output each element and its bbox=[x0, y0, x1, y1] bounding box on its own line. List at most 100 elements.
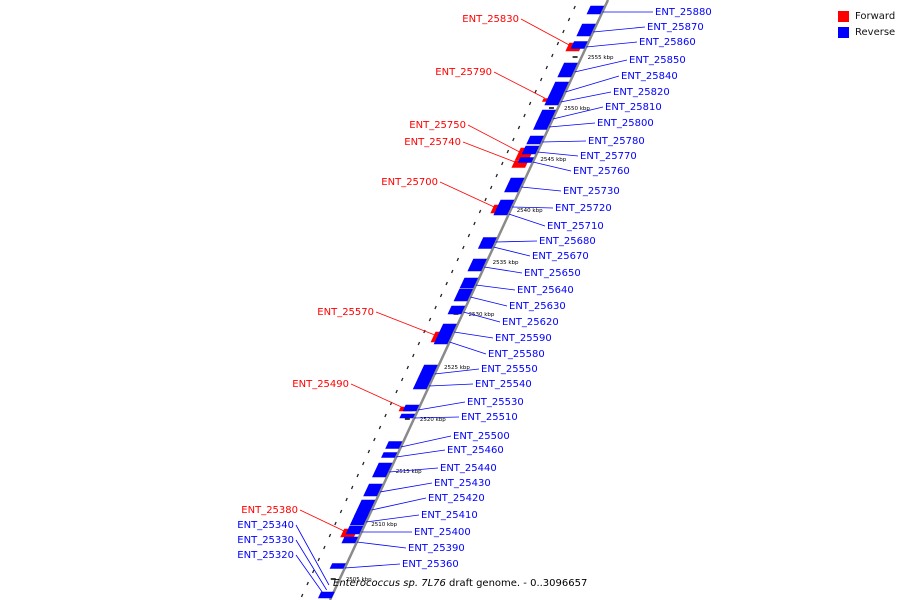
track-dot bbox=[317, 557, 321, 562]
reverse-gene-block bbox=[412, 378, 432, 390]
reverse-gene-block bbox=[329, 563, 346, 569]
reverse-gene-label: ENT_25710 bbox=[547, 221, 604, 232]
track-dot bbox=[384, 413, 387, 418]
track-dot bbox=[328, 533, 332, 538]
reverse-gene-label: ENT_25760 bbox=[573, 166, 630, 177]
scale-tick-label: 2530 kbp bbox=[469, 312, 495, 318]
reverse-gene-label: ENT_25330 bbox=[237, 535, 294, 546]
label-leader bbox=[532, 161, 572, 172]
reverse-gene-block bbox=[504, 177, 525, 193]
label-leader bbox=[537, 151, 579, 157]
reverse-gene-block bbox=[385, 441, 403, 449]
reverse-gene-label: ENT_25510 bbox=[461, 412, 518, 423]
reverse-gene-block bbox=[381, 452, 398, 458]
reverse-gene-block bbox=[544, 94, 563, 106]
label-leader bbox=[356, 541, 407, 549]
reverse-gene-label: ENT_25850 bbox=[629, 55, 686, 66]
legend-label-reverse: Reverse bbox=[855, 26, 896, 38]
track-dot bbox=[489, 185, 493, 190]
scale-tick-label: 2535 kbp bbox=[493, 260, 519, 266]
reverse-gene-label: ENT_25880 bbox=[655, 7, 712, 18]
reverse-gene-label: ENT_25640 bbox=[517, 285, 574, 296]
legend-item-forward: Forward bbox=[838, 8, 900, 24]
reverse-gene-label: ENT_25400 bbox=[414, 527, 471, 538]
reverse-gene-block bbox=[317, 591, 335, 599]
scale-tick-label: 2525 kbp bbox=[444, 365, 470, 371]
reverse-gene-label: ENT_25620 bbox=[502, 317, 559, 328]
label-leader bbox=[295, 539, 327, 591]
scale-tick-label: 2545 kbp bbox=[540, 157, 566, 163]
reverse-gene-block bbox=[526, 135, 544, 145]
reverse-gene-label: ENT_25550 bbox=[481, 364, 538, 375]
track-dot bbox=[434, 305, 437, 310]
reverse-gene-block bbox=[345, 525, 364, 535]
reverse-gene-block bbox=[459, 277, 479, 289]
track-dot bbox=[406, 365, 410, 370]
caption-range: draft genome. - 0..3096657 bbox=[445, 578, 588, 589]
reverse-gene-block bbox=[399, 413, 416, 419]
forward-gene-label: ENT_25490 bbox=[292, 379, 349, 390]
scale-tick-label: 2515 kbp bbox=[396, 469, 422, 475]
track-dot bbox=[312, 569, 315, 574]
scale-tick-label: 2520 kbp bbox=[420, 417, 446, 423]
label-leader bbox=[552, 106, 604, 120]
reverse-gene-label: ENT_25800 bbox=[597, 118, 654, 129]
track-dot bbox=[517, 125, 521, 130]
reverse-gene-block bbox=[433, 335, 452, 345]
track-dot bbox=[467, 233, 471, 238]
organism-name: Enterococcus sp. 7L76 bbox=[333, 578, 446, 589]
reverse-gene-label: ENT_25440 bbox=[440, 463, 497, 474]
track-dot bbox=[439, 293, 443, 298]
label-leader bbox=[454, 331, 494, 339]
track-dot bbox=[534, 89, 537, 94]
track-dot bbox=[539, 77, 543, 82]
track-dot bbox=[334, 521, 337, 526]
reverse-gene-label: ENT_25410 bbox=[421, 510, 478, 521]
track-dot bbox=[456, 257, 460, 262]
reverse-gene-label: ENT_25540 bbox=[475, 379, 532, 390]
track-dot bbox=[356, 473, 359, 478]
label-leader bbox=[414, 416, 460, 419]
track-dot bbox=[473, 221, 476, 226]
track-dot bbox=[484, 197, 487, 202]
reverse-gene-block bbox=[402, 404, 420, 412]
label-leader bbox=[463, 311, 501, 323]
track-dot bbox=[412, 353, 415, 358]
label-leader bbox=[467, 124, 520, 153]
reverse-gene-label: ENT_25460 bbox=[447, 445, 504, 456]
track-dot bbox=[562, 29, 565, 34]
label-leader bbox=[417, 401, 466, 411]
label-leader bbox=[470, 296, 508, 307]
reverse-gene-label: ENT_25590 bbox=[495, 333, 552, 344]
reverse-gene-block bbox=[349, 514, 369, 526]
reverse-gene-label: ENT_25820 bbox=[613, 87, 670, 98]
reverse-gene-label: ENT_25420 bbox=[428, 493, 485, 504]
label-leader bbox=[493, 246, 531, 257]
reverse-gene-label: ENT_25630 bbox=[509, 301, 566, 312]
track-dot bbox=[545, 65, 549, 70]
track-dot bbox=[395, 389, 398, 394]
reverse-gene-block bbox=[447, 305, 466, 315]
reverse-gene-label: ENT_25430 bbox=[434, 478, 491, 489]
reverse-gene-block bbox=[521, 145, 540, 155]
label-leader bbox=[462, 141, 516, 163]
label-leader bbox=[434, 368, 480, 375]
forward-gene-label: ENT_25700 bbox=[381, 177, 438, 188]
track-dot bbox=[345, 497, 348, 502]
track-dot bbox=[339, 509, 343, 514]
reverse-gene-block bbox=[477, 241, 496, 249]
scale-tick-label: 2540 kbp bbox=[517, 208, 543, 214]
label-leader bbox=[574, 59, 628, 73]
reverse-gene-label: ENT_25730 bbox=[563, 186, 620, 197]
forward-gene-label: ENT_25380 bbox=[241, 505, 298, 516]
forward-swatch bbox=[838, 10, 849, 22]
reverse-gene-label: ENT_25320 bbox=[237, 550, 294, 561]
reverse-gene-block bbox=[586, 5, 605, 15]
scale-tick-label: 2505 kbp bbox=[346, 577, 372, 583]
gene-features bbox=[317, 5, 605, 599]
reverse-gene-block bbox=[363, 483, 383, 497]
label-leader bbox=[593, 26, 646, 33]
label-leader bbox=[521, 186, 562, 192]
map-caption: Enterococcus sp. 7L76 draft genome. - 0.… bbox=[333, 578, 587, 589]
scale-tick-label: 2510 kbp bbox=[371, 522, 397, 528]
